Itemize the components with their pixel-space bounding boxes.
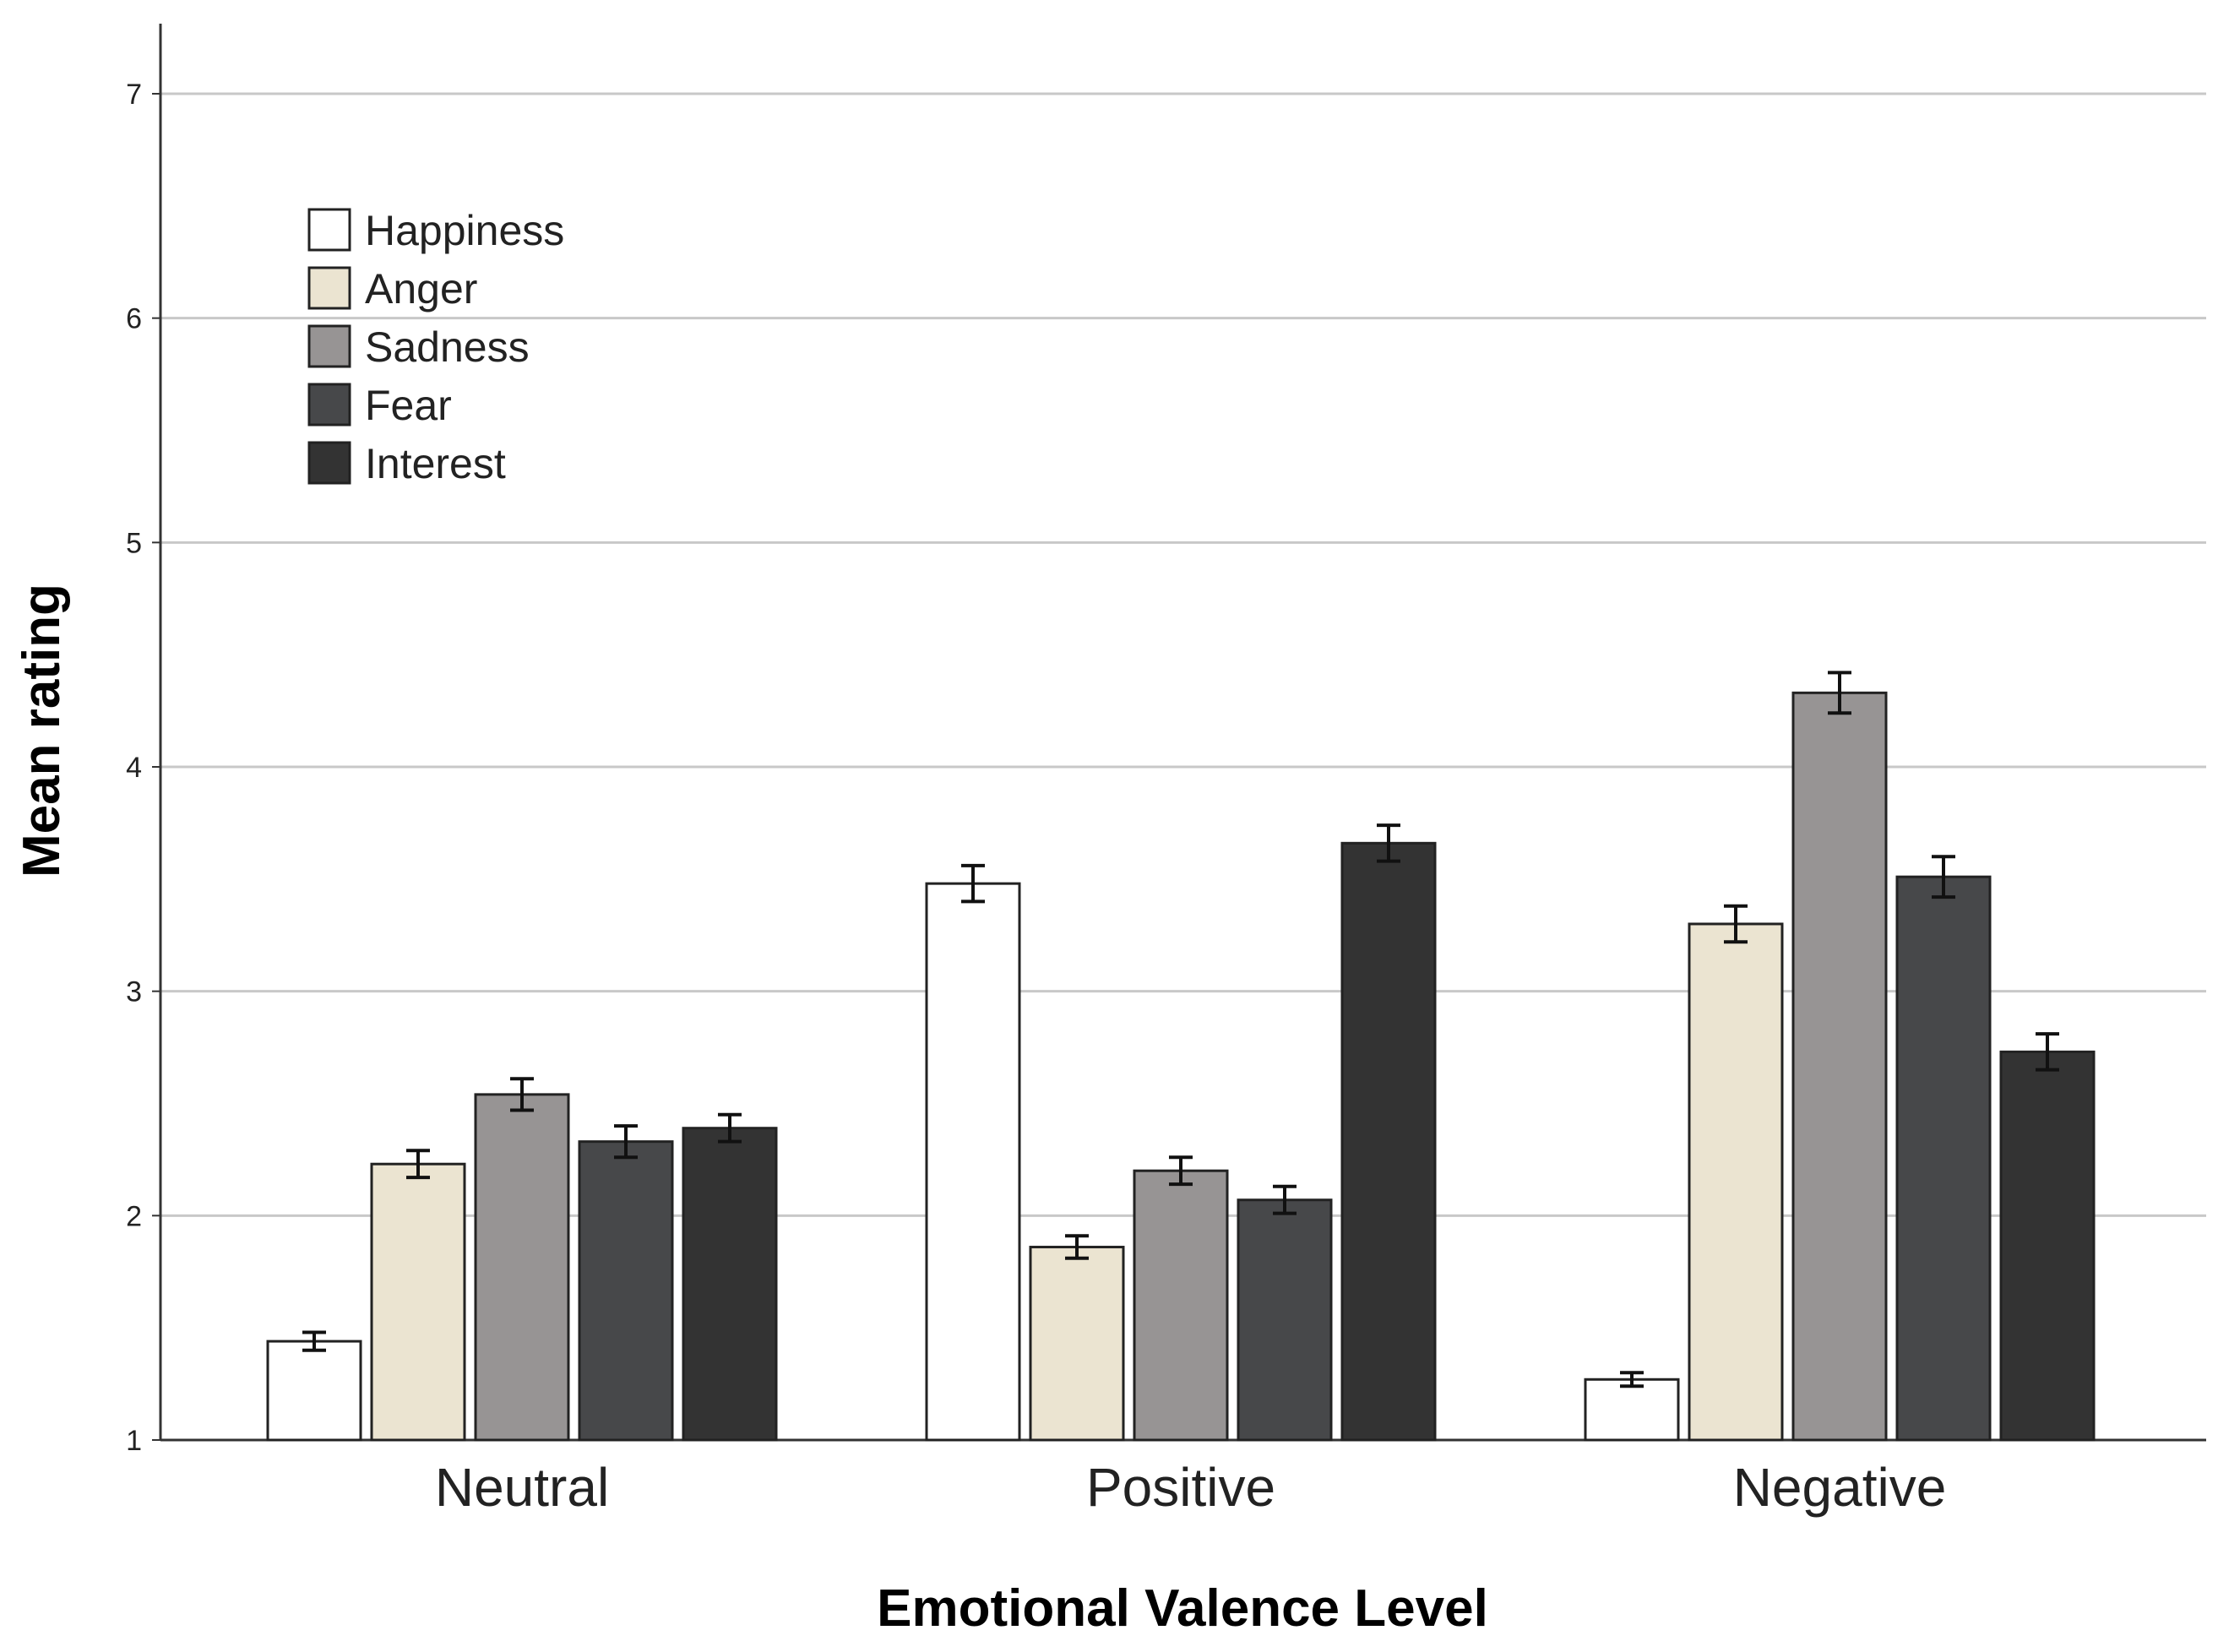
error-bar-interest-negative (2036, 1032, 2059, 1072)
bar-anger-negative[interactable] (1688, 922, 1784, 1442)
legend-item-anger[interactable]: Anger (307, 265, 477, 312)
error-bar-fear-positive (1273, 1184, 1297, 1215)
category-labels: Neutral Positive Negative (435, 1457, 1946, 1518)
legend-swatch (307, 266, 351, 310)
y-tick-labels: 1 2 3 4 5 6 7 (126, 79, 160, 1457)
legend-item-sadness[interactable]: Sadness (307, 323, 530, 371)
x-tick-label-positive: Positive (1086, 1457, 1275, 1518)
bar-happiness-neutral[interactable] (266, 1340, 362, 1442)
error-bars (302, 671, 2059, 1388)
error-bar-sadness-neutral (510, 1077, 534, 1112)
x-tick-label-neutral: Neutral (435, 1457, 609, 1518)
bar-sadness-neutral[interactable] (474, 1093, 570, 1442)
bar-fear-neutral[interactable] (578, 1140, 674, 1442)
y-tick-label: 1 (126, 1425, 142, 1457)
error-bar-anger-positive (1065, 1234, 1089, 1260)
legend-swatch (307, 441, 351, 485)
error-bar-interest-positive (1377, 823, 1400, 863)
error-bar-fear-neutral (614, 1124, 638, 1160)
bar-interest-neutral[interactable] (682, 1127, 778, 1442)
legend-label: Sadness (365, 323, 530, 371)
bar-happiness-negative[interactable] (1584, 1378, 1680, 1442)
bar-interest-negative[interactable] (1999, 1050, 2096, 1442)
y-tick-label: 2 (126, 1200, 142, 1232)
error-bar-sadness-positive (1169, 1155, 1193, 1187)
legend-label: Happiness (365, 207, 564, 254)
y-tick-label: 3 (126, 976, 142, 1008)
legend-label: Anger (365, 265, 477, 312)
error-bar-anger-neutral (406, 1149, 430, 1180)
bar-sadness-negative[interactable] (1791, 691, 1888, 1442)
y-tick-label: 5 (126, 527, 142, 559)
y-tick-label: 6 (126, 303, 142, 335)
bar-sadness-positive[interactable] (1133, 1169, 1229, 1442)
x-axis-title: Emotional Valence Level (877, 1579, 1488, 1638)
error-bar-happiness-neutral (302, 1330, 326, 1352)
error-bar-sadness-negative (1828, 671, 1851, 715)
error-bar-fear-negative (1932, 855, 1955, 899)
bar-fear-positive[interactable] (1237, 1198, 1333, 1442)
legend-item-happiness[interactable]: Happiness (307, 207, 564, 254)
bar-interest-positive[interactable] (1340, 841, 1437, 1442)
legend-swatch (307, 324, 351, 368)
y-tick-label: 4 (126, 752, 142, 784)
legend[interactable]: Happiness Anger Sadness Fear Interest (307, 207, 564, 487)
error-bar-happiness-positive (961, 863, 985, 904)
x-tick-label-negative: Negative (1733, 1457, 1947, 1518)
bar-anger-neutral[interactable] (370, 1162, 466, 1442)
bar-happiness-positive[interactable] (925, 882, 1021, 1442)
bars (266, 691, 2096, 1442)
legend-swatch (307, 383, 351, 427)
bar-anger-positive[interactable] (1029, 1246, 1125, 1442)
y-tick-label: 7 (126, 79, 142, 111)
legend-label: Interest (365, 440, 506, 487)
error-bar-anger-negative (1724, 904, 1748, 944)
legend-item-interest[interactable]: Interest (307, 440, 506, 487)
error-bar-interest-neutral (718, 1112, 742, 1144)
error-bar-happiness-negative (1620, 1371, 1644, 1388)
bar-fear-negative[interactable] (1895, 875, 1992, 1442)
legend-label: Fear (365, 382, 452, 429)
legend-swatch (307, 208, 351, 252)
legend-item-fear[interactable]: Fear (307, 382, 452, 429)
y-axis-title: Mean rating (13, 584, 71, 878)
